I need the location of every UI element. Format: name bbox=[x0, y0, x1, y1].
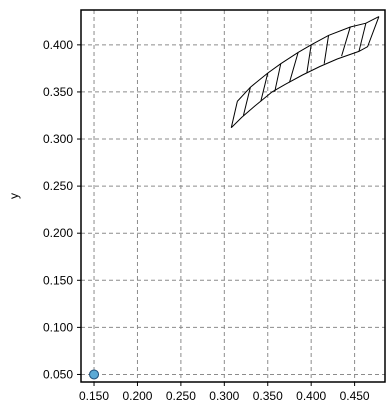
y-axis-label: y bbox=[7, 193, 21, 199]
band-rung bbox=[341, 26, 351, 57]
series-layer bbox=[230, 16, 380, 129]
x-tick-label: 0.400 bbox=[296, 389, 326, 403]
y-tick-label: 0.300 bbox=[43, 132, 73, 146]
band-rung bbox=[288, 52, 299, 83]
marker-layer bbox=[89, 369, 100, 380]
x-tick-label: 0.200 bbox=[122, 389, 152, 403]
x-tick-label: 0.300 bbox=[209, 389, 239, 403]
band-lower-edge bbox=[230, 16, 380, 129]
y-tick-label: 0.350 bbox=[43, 85, 73, 99]
y-tick-label: 0.100 bbox=[43, 320, 73, 334]
x-tick-label: 0.250 bbox=[166, 389, 196, 403]
y-tick-label: 0.200 bbox=[43, 226, 73, 240]
x-tick-label: 0.450 bbox=[340, 389, 370, 403]
band-rung bbox=[358, 23, 367, 52]
band-rung bbox=[230, 101, 238, 128]
plot-frame bbox=[80, 9, 386, 383]
band-rung bbox=[260, 72, 269, 102]
band-upper-edge bbox=[236, 16, 380, 102]
x-tick-label: 0.150 bbox=[79, 389, 109, 403]
y-tick-label: 0.150 bbox=[43, 273, 73, 287]
y-tick-label: 0.050 bbox=[43, 367, 73, 381]
grid bbox=[81, 10, 385, 382]
y-tick-labels: 0.050 0.100 0.150 0.200 0.250 0.300 0.350 0.400 bbox=[43, 38, 73, 382]
band-rung bbox=[323, 35, 330, 64]
y-tick-label: 0.250 bbox=[43, 179, 73, 193]
ticks bbox=[77, 44, 356, 386]
x-tick-labels: 0.150 0.200 0.250 0.300 0.350 0.400 0.450 bbox=[79, 389, 370, 403]
data-point-marker bbox=[89, 369, 100, 380]
y-tick-label: 0.400 bbox=[43, 38, 73, 52]
x-tick-label: 0.350 bbox=[253, 389, 283, 403]
band-rung bbox=[306, 44, 312, 74]
band-rung bbox=[274, 63, 282, 93]
band-rung bbox=[242, 87, 251, 116]
